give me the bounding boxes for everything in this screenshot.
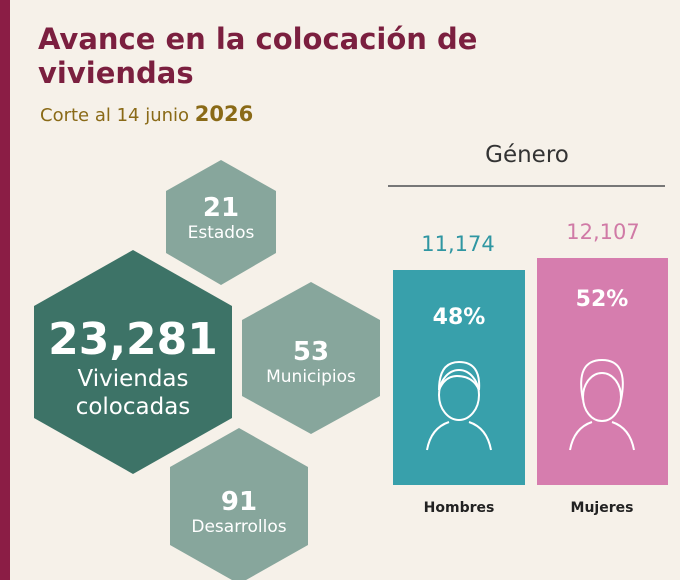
stat-label: Desarrollos [191,517,287,537]
gender-title: Género [485,142,569,168]
stat: 53 Municipios [241,337,381,387]
year: 2026 [194,102,254,126]
hexagon [242,282,380,434]
stat-value: 53 [292,337,330,367]
percent: 52% [575,287,629,312]
card-hombres [393,270,525,485]
stat-label: Municipios [266,367,356,387]
stat-value: 91 [220,487,258,517]
stat: 21 Estados [166,193,276,243]
icon-woman [569,358,635,451]
hexagon [166,160,276,285]
percent: 48% [432,305,486,330]
count: 11,174 [421,232,495,256]
side-stripe [0,0,10,580]
stat: 23,281 Viviendas colocadas [38,315,228,421]
hexagon [34,250,232,474]
hexagon [170,428,308,580]
stat-value: 21 [202,193,240,223]
stat-value: 23,281 [48,314,218,365]
subtitle: Corte al 14 junio 2026 [40,102,253,126]
count: 12,107 [566,220,640,244]
icon-man [426,360,492,451]
cutoff: Corte al 14 junio [40,105,190,126]
card-mujeres [537,258,668,485]
title: Avance en la colocación de viviendas [38,22,478,90]
stat-label: Estados [187,223,255,243]
group-name: Hombres [423,500,495,516]
stat: 91 Desarrollos [169,487,309,537]
stat-label: Viviendas colocadas [75,366,191,420]
group-name: Mujeres [570,500,634,516]
